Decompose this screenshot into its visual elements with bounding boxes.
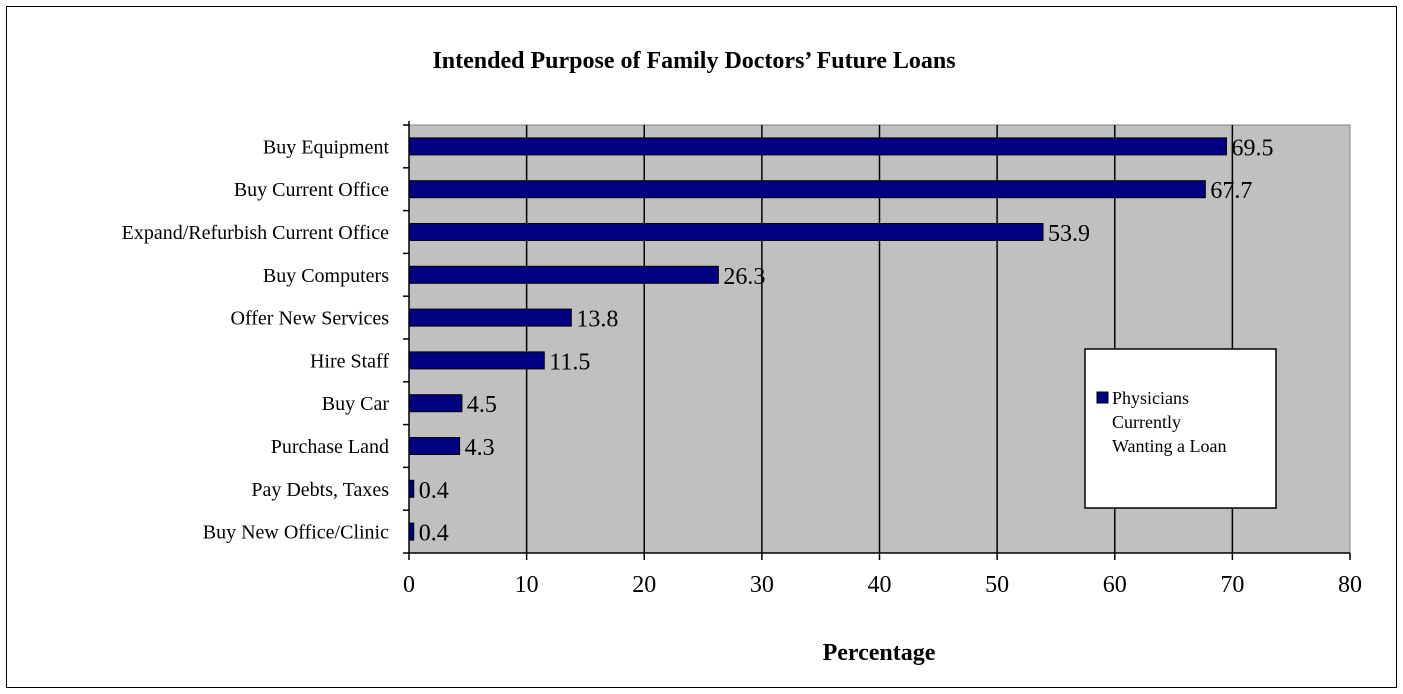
data-label: 11.5	[549, 349, 590, 375]
x-tick-label: 0	[403, 572, 415, 598]
x-tick-label: 40	[868, 572, 892, 598]
data-label: 0.4	[419, 521, 449, 547]
bar	[408, 137, 1227, 156]
x-tick-label: 80	[1338, 572, 1362, 598]
axes	[403, 121, 1351, 560]
data-label: 67.7	[1210, 178, 1252, 204]
x-axis-title: Percentage	[823, 640, 936, 666]
bar	[408, 394, 463, 413]
data-label: 4.5	[467, 392, 497, 418]
category-label: Hire Staff	[310, 350, 389, 372]
bars	[408, 137, 1227, 541]
data-label: 13.8	[576, 307, 618, 333]
data-labels: 69.5 67.7 53.9 26.3 13.8 11.5 4.5 4.3 0.4 0.4	[419, 135, 1274, 546]
category-label: Expand/Refurbish Current Office	[122, 222, 389, 244]
legend-label-line: Physicians	[1112, 388, 1189, 408]
data-label: 0.4	[419, 478, 449, 504]
legend: Physicians Currently Wanting a Loan	[1084, 348, 1277, 509]
category-label: Buy Equipment	[263, 136, 390, 158]
data-label: 69.5	[1231, 135, 1273, 161]
data-label: 4.3	[465, 435, 495, 461]
category-label: Buy Current Office	[234, 179, 389, 201]
data-label: 26.3	[723, 264, 765, 290]
legend-box	[1084, 348, 1277, 509]
bar	[408, 437, 461, 455]
x-tick-label: 50	[985, 572, 1009, 598]
x-tick-label: 70	[1220, 572, 1244, 598]
x-tick-label: 20	[632, 572, 656, 598]
x-tick-labels: 0 10 20 30 40 50 60 70 80	[403, 572, 1362, 598]
bar	[408, 265, 719, 284]
category-label: Purchase Land	[271, 436, 389, 458]
category-labels: Buy Equipment Buy Current Office Expand/Re…	[122, 136, 390, 543]
category-label: Buy Car	[322, 393, 390, 415]
legend-swatch	[1096, 391, 1109, 404]
chart-title: Intended Purpose of Family Doctors’ Futu…	[432, 48, 955, 74]
x-tick-label: 30	[750, 572, 774, 598]
bar	[408, 351, 545, 370]
legend-label: Physicians Currently Wanting a Loan	[1112, 388, 1227, 456]
category-label: Offer New Services	[231, 308, 390, 330]
bar	[408, 180, 1206, 199]
category-label: Buy New Office/Clinic	[203, 522, 389, 544]
bar	[408, 223, 1044, 241]
category-label: Buy Computers	[263, 265, 389, 287]
category-label: Pay Debts, Taxes	[251, 479, 389, 501]
x-tick-label: 10	[515, 572, 539, 598]
legend-label-line: Wanting a Loan	[1112, 436, 1227, 456]
legend-label-line: Currently	[1112, 412, 1181, 432]
bar	[408, 308, 572, 327]
x-tick-label: 60	[1103, 572, 1127, 598]
data-label: 53.9	[1048, 221, 1090, 247]
